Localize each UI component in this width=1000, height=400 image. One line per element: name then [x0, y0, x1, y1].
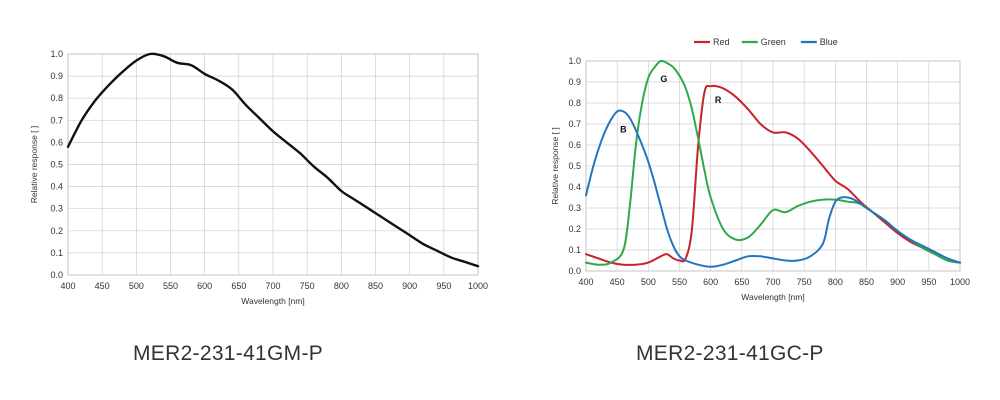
x-tick-label: 700	[765, 277, 780, 287]
chart-mono: 400 450 500 550 600 650 700 750 800 850 900 950 1000…	[29, 49, 488, 306]
y-tick-label: 0.6	[50, 137, 63, 147]
chart-caption-mono: MER2-231-41GM-P	[133, 342, 324, 365]
plot-frame	[585, 60, 961, 272]
x-tick-label: 700	[265, 281, 280, 291]
plot-frame	[67, 53, 479, 276]
x-tick-label: 600	[703, 277, 718, 287]
x-tick-label: 400	[60, 281, 75, 291]
y-tick-label: 0.8	[50, 93, 63, 103]
y-tick-label: 0.4	[568, 182, 581, 192]
y-tick-label: 0.6	[568, 140, 581, 150]
chart-caption-color: MER2-231-41GC-P	[636, 342, 824, 365]
y-tick-label: 0.1	[568, 245, 581, 255]
y-tick-label: 0.3	[50, 204, 63, 214]
y-tick-label: 0.3	[568, 203, 581, 213]
y-tick-label: 0.4	[50, 182, 63, 192]
x-tick-label: 900	[890, 277, 905, 287]
x-tick-label: 550	[672, 277, 687, 287]
y-tick-label: 0.0	[568, 266, 581, 276]
x-tick-label: 950	[436, 281, 451, 291]
x-tick-label: 800	[334, 281, 349, 291]
x-tick-label: 800	[828, 277, 843, 287]
legend-label-blue: Blue	[820, 37, 838, 47]
series-line-blue	[585, 109, 961, 268]
y-tick-label: 1.0	[50, 49, 63, 59]
y-tick-label: 0.2	[568, 224, 581, 234]
x-tick-label: 500	[641, 277, 656, 287]
y-tick-label: 0.8	[568, 98, 581, 108]
y-tick-label: 0.0	[50, 270, 63, 280]
x-tick-label: 500	[129, 281, 144, 291]
y-tick-label: 0.7	[50, 115, 63, 125]
x-tick-label: 450	[95, 281, 110, 291]
legend-label-green: Green	[761, 37, 786, 47]
x-tick-label: 950	[921, 277, 936, 287]
x-tick-label: 850	[859, 277, 874, 287]
y-tick-label: 0.9	[50, 71, 63, 81]
y-tick-label: 0.2	[50, 226, 63, 236]
y-tick-label: 0.5	[50, 160, 63, 170]
series-annotation-g: G	[660, 74, 667, 84]
y-tick-label: 1.0	[568, 56, 581, 66]
x-tick-label: 650	[231, 281, 246, 291]
y-tick-label: 0.1	[50, 248, 63, 258]
y-axis-label: Relative response [ ]	[29, 126, 39, 203]
x-tick-label: 450	[610, 277, 625, 287]
x-tick-label: 400	[578, 277, 593, 287]
series-annotation-b: B	[620, 124, 627, 134]
series-line-mono	[66, 52, 480, 268]
x-tick-label: 750	[797, 277, 812, 287]
series-annotation-r: R	[715, 95, 722, 105]
x-tick-label: 900	[402, 281, 417, 291]
x-tick-label: 1000	[950, 277, 970, 287]
x-axis-label: Wavelength [nm]	[741, 292, 804, 302]
chart-legend: Red Green Blue	[694, 37, 838, 47]
x-tick-label: 850	[368, 281, 383, 291]
x-tick-label: 650	[734, 277, 749, 287]
y-axis-label: Relative response [ ]	[550, 127, 560, 204]
x-axis-label: Wavelength [nm]	[241, 296, 304, 306]
y-tick-label: 0.5	[568, 161, 581, 171]
x-tick-label: 750	[300, 281, 315, 291]
x-tick-label: 1000	[468, 281, 488, 291]
x-tick-label: 600	[197, 281, 212, 291]
series-line-red	[585, 84, 961, 266]
legend-label-red: Red	[713, 37, 730, 47]
chart-color: 400 450 500 550 600 650 700 750 800 850 900 950 1000…	[550, 37, 970, 302]
y-tick-label: 0.9	[568, 77, 581, 87]
x-tick-label: 550	[163, 281, 178, 291]
y-tick-label: 0.7	[568, 119, 581, 129]
